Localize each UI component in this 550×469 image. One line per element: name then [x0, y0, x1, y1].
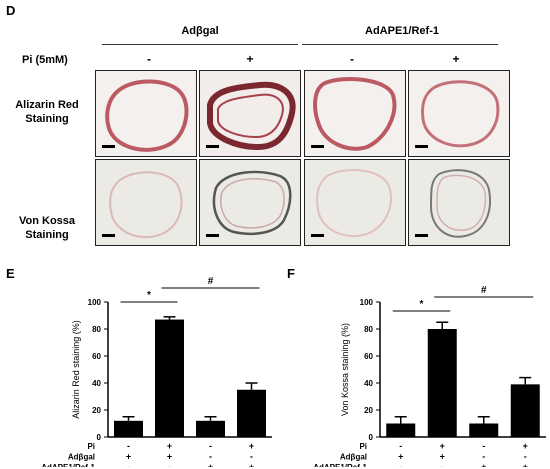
condition-mark: +	[481, 462, 486, 467]
condition-mark: -	[250, 452, 253, 462]
micrograph-alizarin-4	[408, 70, 510, 157]
condition-mark: -	[482, 441, 485, 451]
significance-symbol: #	[481, 285, 487, 296]
condition-label: Adβgal	[340, 453, 367, 462]
chart-e: 0 20 40 60 80 100 Alizarin Red staining (%) * # P…	[41, 276, 272, 467]
condition-mark: +	[440, 452, 445, 462]
y-tick-label: 80	[92, 325, 101, 334]
condition-mark: -	[127, 441, 130, 451]
condition-label: AdAPE1/Ref-1	[41, 463, 95, 467]
bar	[510, 384, 540, 437]
condition-mark: +	[126, 452, 131, 462]
y-axis-label: Alizarin Red staining (%)	[71, 320, 81, 419]
condition-mark: -	[127, 462, 130, 467]
scale-bar	[415, 145, 428, 148]
condition-mark: +	[398, 452, 403, 462]
condition-mark: +	[208, 462, 213, 467]
micrograph-vonkossa-1	[95, 159, 197, 246]
micrograph-vonkossa-2	[199, 159, 301, 246]
group-line-adape1	[302, 44, 498, 45]
scale-bar	[311, 234, 324, 237]
y-tick-label: 60	[364, 352, 373, 361]
bar	[386, 423, 416, 437]
condition-mark: -	[168, 462, 171, 467]
bar	[427, 329, 457, 437]
y-tick-label: 40	[364, 379, 373, 388]
row-label-alizarin-line1: Alizarin Red	[15, 99, 79, 111]
row-label-vonkossa-line1: Von Kossa	[18, 215, 76, 227]
condition-mark: +	[523, 462, 528, 467]
scale-bar	[102, 234, 115, 237]
significance-symbol: *	[147, 290, 151, 301]
row-label-alizarin: Alizarin Red Staining	[2, 98, 92, 126]
condition-mark: +	[440, 441, 445, 451]
panel-d-letter: D	[6, 3, 16, 18]
y-tick-label: 0	[369, 433, 374, 442]
significance-symbol: #	[208, 276, 214, 287]
y-tick-label: 20	[364, 406, 373, 415]
scale-bar	[206, 234, 219, 237]
row-label-vonkossa: Von Kossa Staining	[2, 214, 92, 242]
bar	[237, 389, 266, 437]
scale-bar	[102, 145, 115, 148]
micrograph-vonkossa-3	[304, 159, 406, 246]
y-tick-label: 100	[360, 298, 374, 307]
condition-mark: -	[482, 452, 485, 462]
treatment-mark-2: +	[246, 52, 254, 66]
group-header-adape1: AdAPE1/Ref-1	[365, 25, 439, 37]
y-axis-label: Von Kossa staining (%)	[340, 323, 350, 416]
y-tick-label: 60	[92, 352, 101, 361]
y-tick-label: 20	[92, 406, 101, 415]
condition-mark: +	[249, 462, 254, 467]
significance-symbol: *	[420, 299, 424, 310]
condition-mark: +	[523, 441, 528, 451]
scale-bar	[206, 145, 219, 148]
group-header-adbgal: Adβgal	[181, 25, 219, 37]
condition-mark: -	[441, 462, 444, 467]
scale-bar	[311, 145, 324, 148]
panel-e-letter: E	[6, 266, 15, 281]
y-tick-label: 40	[92, 379, 101, 388]
treatment-mark-4: +	[452, 52, 460, 66]
row-label-alizarin-line2: Staining	[25, 113, 69, 125]
condition-label: Pi	[359, 442, 367, 451]
bar	[469, 423, 499, 437]
condition-mark: -	[399, 441, 402, 451]
treatment-mark-1: -	[147, 52, 151, 66]
micrograph-alizarin-3	[304, 70, 406, 157]
micrograph-alizarin-2	[199, 70, 301, 157]
y-tick-label: 100	[88, 298, 102, 307]
condition-mark: +	[249, 441, 254, 451]
scale-bar	[415, 234, 428, 237]
condition-mark: -	[209, 441, 212, 451]
bar	[114, 420, 143, 437]
y-tick-label: 0	[97, 433, 102, 442]
micrograph-vonkossa-4	[408, 159, 510, 246]
micrograph-alizarin-1	[95, 70, 197, 157]
treatment-label: Pi (5mM)	[22, 54, 68, 66]
row-label-vonkossa-line2: Staining	[25, 229, 69, 241]
condition-mark: +	[167, 441, 172, 451]
condition-mark: +	[167, 452, 172, 462]
condition-mark: -	[524, 452, 527, 462]
bar	[155, 319, 184, 437]
y-tick-label: 80	[364, 325, 373, 334]
condition-mark: -	[209, 452, 212, 462]
condition-label: Pi	[87, 442, 95, 451]
condition-label: AdAPE1/Ref-1	[313, 463, 367, 467]
condition-label: Adβgal	[68, 453, 95, 462]
panel-f-letter: F	[287, 266, 295, 281]
bar	[196, 420, 225, 437]
group-line-adbgal	[102, 44, 298, 45]
condition-mark: -	[399, 462, 402, 467]
treatment-mark-3: -	[350, 52, 354, 66]
